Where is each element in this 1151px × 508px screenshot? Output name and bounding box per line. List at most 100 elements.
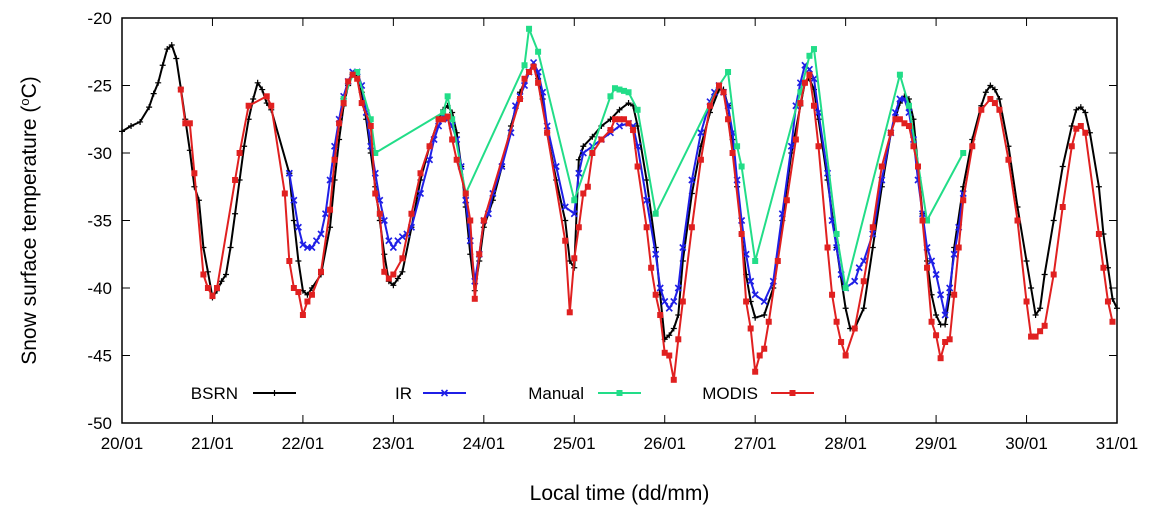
data-point-ir (294, 223, 302, 231)
data-point-bsrn (155, 79, 162, 86)
data-point-manual (833, 231, 840, 237)
plot-frame (121, 17, 1118, 424)
data-point-ir (937, 291, 945, 299)
data-point-modis (774, 258, 781, 264)
data-point-manual (367, 116, 374, 123)
data-point-manual (372, 150, 379, 156)
data-point-manual (440, 109, 447, 116)
data-point-bsrn (666, 332, 673, 339)
data-point-modis (996, 106, 1003, 113)
data-point-modis (1082, 129, 1089, 136)
legend-marker-modis (789, 390, 796, 396)
y-tick-label: -45 (87, 347, 112, 366)
data-point-modis (200, 271, 207, 278)
data-point-manual (571, 197, 578, 204)
data-point-modis (611, 116, 618, 123)
data-point-manual (354, 69, 361, 75)
data-point-modis (562, 237, 569, 244)
data-point-modis (991, 100, 998, 107)
data-point-ir (751, 291, 759, 299)
series-line-ir (288, 61, 965, 316)
data-point-ir (787, 142, 795, 150)
data-point-bsrn (643, 177, 650, 183)
data-point-modis (571, 255, 578, 262)
data-point-ir (688, 176, 696, 184)
data-point-modis (566, 309, 573, 316)
data-point-ir (615, 122, 624, 130)
data-point-ir (851, 277, 859, 285)
chart-legend: BSRN IR Manual MODIS (191, 384, 814, 403)
data-point-modis (263, 93, 270, 100)
data-point-bsrn (842, 305, 849, 312)
x-tick-label: 24/01 (463, 434, 506, 453)
data-point-modis (851, 325, 858, 332)
data-point-modis (286, 258, 293, 264)
data-point-modis (688, 224, 695, 231)
data-point-modis (1095, 231, 1102, 237)
data-point-ir (561, 203, 569, 211)
data-point-manual (842, 285, 849, 291)
data-point-modis (716, 82, 722, 89)
data-point-modis (951, 291, 958, 298)
data-point-bsrn (168, 42, 175, 48)
data-point-modis (372, 190, 379, 197)
data-point-manual (752, 258, 759, 264)
data-point-ir (643, 196, 651, 204)
x-tick-label: 27/01 (734, 434, 777, 453)
data-point-modis (417, 170, 424, 177)
data-point-modis (408, 210, 415, 217)
x-tick-label: 22/01 (282, 434, 325, 453)
data-point-ir (760, 297, 768, 306)
data-point-bsrn (250, 96, 257, 102)
data-point-manual (806, 52, 813, 59)
data-point-manual (924, 217, 931, 224)
legend-marker-bsrn (271, 390, 278, 396)
data-point-ir (946, 284, 954, 292)
data-point-modis (1068, 143, 1075, 150)
data-point-ir (652, 250, 660, 258)
data-point-modis (752, 368, 759, 375)
data-point-modis (1023, 298, 1030, 305)
data-point-manual (607, 93, 614, 100)
data-point-modis (842, 352, 849, 359)
data-point-ir (579, 149, 587, 157)
data-point-modis (720, 89, 727, 96)
data-point-modis (892, 116, 899, 123)
data-point-bsrn (1023, 258, 1030, 264)
data-point-modis (824, 244, 831, 251)
data-point-bsrn (1059, 163, 1066, 170)
data-point-modis (449, 136, 456, 143)
data-point-bsrn (399, 268, 406, 275)
data-point-modis (630, 127, 637, 134)
data-point-manual (521, 62, 528, 69)
data-point-modis (290, 285, 297, 291)
data-point-modis (598, 136, 605, 143)
data-point-bsrn (159, 62, 166, 69)
data-point-bsrn (173, 55, 180, 62)
x-tick-label: 20/01 (101, 434, 144, 453)
data-point-modis (878, 163, 885, 170)
series-line-modis (179, 65, 1114, 381)
data-point-modis (725, 116, 732, 123)
data-point-bsrn (1077, 104, 1084, 111)
data-point-modis (625, 120, 632, 127)
data-point-modis (901, 120, 908, 127)
data-point-ir (747, 277, 755, 285)
data-point-bsrn (394, 275, 401, 282)
data-point-modis (299, 312, 306, 318)
data-point-bsrn (241, 143, 248, 150)
data-point-modis (829, 291, 836, 298)
legend-item-manual: Manual (528, 384, 641, 403)
data-point-bsrn (860, 305, 867, 312)
data-point-modis (1014, 217, 1021, 224)
data-point-modis (806, 71, 813, 78)
data-point-modis (1077, 123, 1084, 129)
data-point-modis (869, 224, 876, 231)
data-point-bsrn (390, 282, 397, 289)
data-point-ir (665, 304, 673, 312)
data-point-manual (725, 69, 732, 75)
data-point-manual (896, 71, 903, 78)
data-point-ir (398, 233, 406, 241)
data-point-modis (738, 231, 745, 237)
data-point-ir (299, 241, 307, 249)
